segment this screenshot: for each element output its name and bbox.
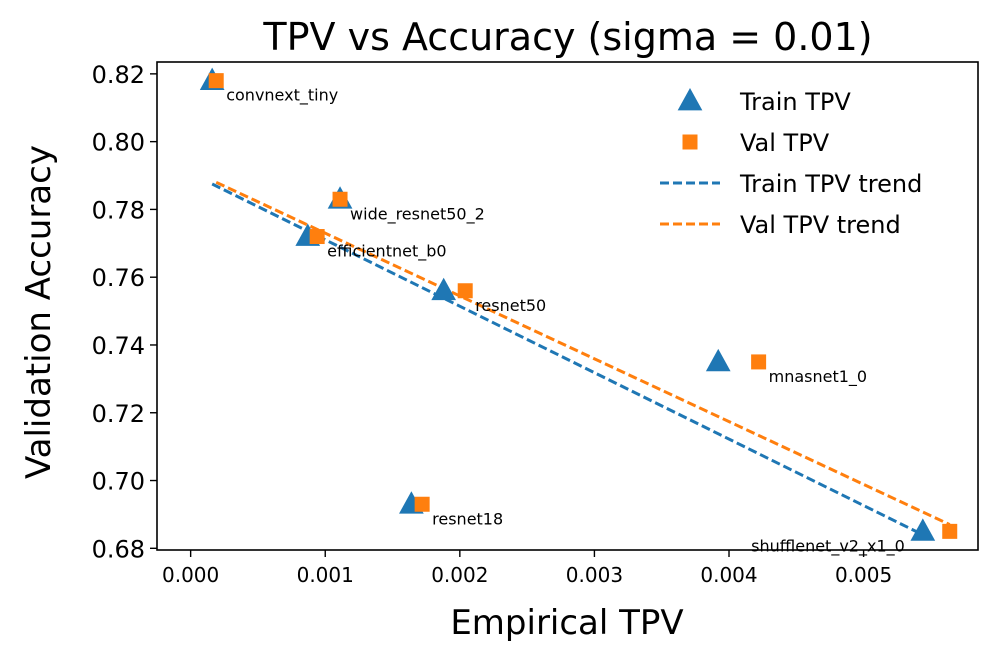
train-tpv-marker-shufflenet_v2_x1_0 (910, 518, 936, 541)
x-tick-label: 0.004 (700, 563, 757, 587)
legend-label: Train TPV trend (739, 170, 922, 198)
legend-label: Train TPV (739, 88, 851, 116)
y-tick-label: 0.76 (92, 264, 145, 292)
point-label-mnasnet1_0: mnasnet1_0 (769, 367, 867, 387)
x-tick-label: 0.002 (431, 563, 488, 587)
val-tpv-marker-resnet18 (414, 496, 430, 512)
x-tick-label: 0.000 (162, 563, 219, 587)
chart-title: TPV vs Accuracy (sigma = 0.01) (262, 15, 872, 59)
x-axis-ticks: 0.000 0.001 0.002 0.003 0.004 0.005 (162, 550, 892, 587)
train-tpv-marker-mnasnet1_0 (705, 348, 731, 372)
point-label-convnext_tiny: convnext_tiny (226, 86, 338, 106)
val-tpv-marker-shufflenet_v2_x1_0 (942, 523, 958, 539)
legend-label: Val TPV (740, 129, 830, 157)
trend-line-val (215, 180, 951, 526)
val-tpv-marker-convnext_tiny (208, 73, 224, 89)
val-tpv-marker-resnet50 (457, 283, 473, 299)
legend-label: Val TPV trend (740, 211, 901, 239)
y-tick-label: 0.68 (92, 535, 145, 563)
x-axis-label: Empirical TPV (450, 603, 683, 643)
legend-swatch-val-tpv (682, 134, 698, 150)
trend-lines (211, 180, 951, 537)
point-label-wide_resnet50_2: wide_resnet50_2 (350, 204, 485, 224)
train-tpv-marker-resnet50 (431, 277, 457, 301)
x-tick-label: 0.005 (835, 563, 892, 587)
point-label-resnet18: resnet18 (432, 509, 503, 528)
trend-line-train (211, 182, 924, 537)
legend-swatch-train-tpv (677, 88, 703, 111)
point-label-shufflenet_v2_x1_0: shufflenet_v2_x1_0 (751, 536, 905, 556)
val-tpv-marker-efficientnet_b0 (309, 229, 325, 245)
x-tick-label: 0.003 (566, 563, 623, 587)
y-tick-label: 0.74 (92, 332, 145, 360)
y-tick-label: 0.70 (92, 468, 145, 496)
point-label-efficientnet_b0: efficientnet_b0 (327, 242, 446, 262)
point-label-resnet50: resnet50 (475, 296, 546, 315)
y-axis-ticks: 0.68 0.70 0.72 0.74 0.76 0.78 0.80 0.82 (92, 61, 157, 563)
val-tpv-marker-wide_resnet50_2 (332, 191, 348, 207)
plot-area (156, 61, 979, 551)
y-axis-label: Validation Accuracy (19, 145, 59, 479)
val-tpv-marker-mnasnet1_0 (751, 354, 767, 370)
y-tick-label: 0.80 (92, 129, 145, 157)
point-labels: convnext_tiny wide_resnet50_2 efficientnet… (226, 86, 905, 557)
legend: Train TPV Val TPV Train TPV trend Val TPV t… (660, 88, 922, 239)
y-tick-label: 0.72 (92, 400, 145, 428)
y-tick-label: 0.82 (92, 61, 145, 89)
y-tick-label: 0.78 (92, 196, 145, 224)
data-markers (199, 67, 958, 541)
x-tick-label: 0.001 (297, 563, 354, 587)
